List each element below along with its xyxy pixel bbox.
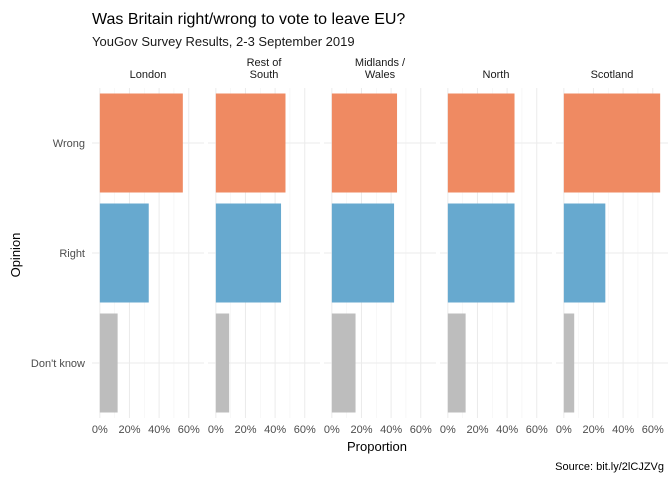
panels: London 0% 20% 40% 60% Rest of South 0% 20% 40% 60%… <box>92 57 668 436</box>
x-tick-label: 60% <box>642 424 664 436</box>
facet-label: London <box>130 69 167 81</box>
x-tick-label: 0% <box>324 424 340 436</box>
facet-label: Rest of South <box>247 57 283 81</box>
x-tick-label: 60% <box>178 424 200 436</box>
bar <box>99 93 183 193</box>
bar <box>215 93 286 193</box>
bar <box>331 203 395 303</box>
x-tick-label: 40% <box>148 424 170 436</box>
x-tick-label: 0% <box>208 424 224 436</box>
facet-label: Scotland <box>591 69 634 81</box>
bar <box>99 203 149 303</box>
x-axis-title: Proportion <box>347 439 407 454</box>
chart-title: Was Britain right/wrong to vote to leave… <box>92 11 405 28</box>
panel: London 0% 20% 40% 60% <box>92 69 204 436</box>
bar <box>447 93 515 193</box>
chart-subtitle: YouGov Survey Results, 2-3 September 201… <box>92 34 355 49</box>
y-axis-tick-labels: Wrong Right Don't know <box>31 138 85 370</box>
y-tick-label: Don't know <box>31 358 85 370</box>
panel: Scotland 0% 20% 40% 60% <box>556 69 668 436</box>
bar <box>99 313 118 413</box>
facet-label: North <box>483 69 510 81</box>
bar <box>215 203 282 303</box>
facet-label: Midlands / Wales <box>355 57 406 81</box>
chart-caption: Source: bit.ly/2lCJZVg <box>555 461 664 473</box>
x-tick-label: 0% <box>440 424 456 436</box>
x-tick-label: 20% <box>582 424 604 436</box>
bar <box>563 93 661 193</box>
bar <box>563 313 575 413</box>
x-tick-label: 60% <box>294 424 316 436</box>
bar <box>331 313 356 413</box>
y-tick-label: Right <box>59 248 85 260</box>
panel: Midlands / Wales 0% 20% 40% 60% <box>324 57 436 436</box>
x-tick-label: 40% <box>612 424 634 436</box>
x-tick-label: 40% <box>264 424 286 436</box>
x-tick-label: 20% <box>234 424 256 436</box>
x-tick-label: 20% <box>118 424 140 436</box>
x-tick-label: 60% <box>526 424 548 436</box>
x-tick-label: 40% <box>496 424 518 436</box>
x-tick-label: 0% <box>92 424 108 436</box>
bar <box>215 313 230 413</box>
bar <box>563 203 606 303</box>
bar <box>447 313 466 413</box>
bar <box>331 93 398 193</box>
y-axis-title: Opinion <box>8 233 23 278</box>
x-tick-label: 0% <box>556 424 572 436</box>
x-tick-label: 20% <box>350 424 372 436</box>
bar <box>447 203 515 303</box>
panel: North 0% 20% 40% 60% <box>440 69 552 436</box>
panel: Rest of South 0% 20% 40% 60% <box>208 57 320 436</box>
x-tick-label: 40% <box>380 424 402 436</box>
y-tick-label: Wrong <box>53 138 85 150</box>
x-tick-label: 20% <box>466 424 488 436</box>
x-tick-label: 60% <box>410 424 432 436</box>
